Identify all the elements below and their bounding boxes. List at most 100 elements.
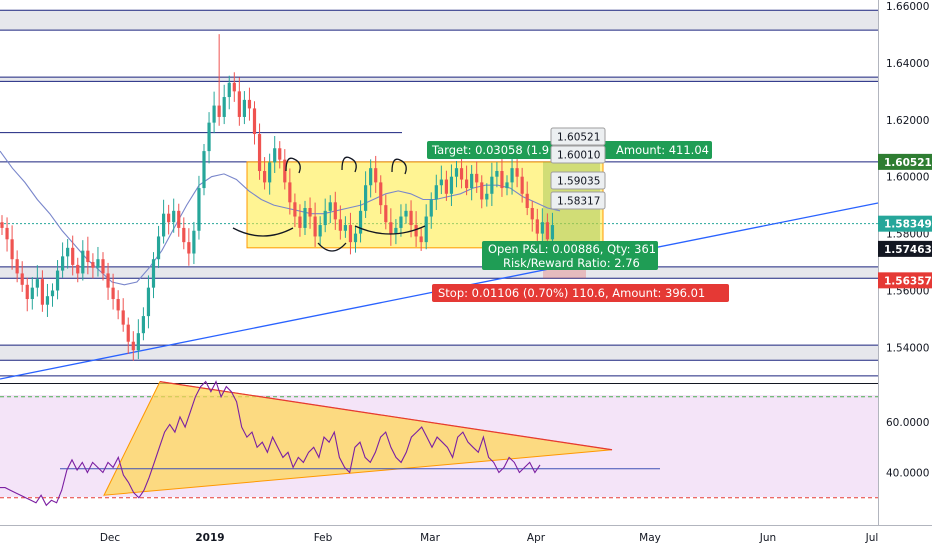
candle-body-79 xyxy=(399,216,403,228)
candle-body-87 xyxy=(439,179,443,186)
candle-body-30 xyxy=(151,259,156,288)
candle-body-32 xyxy=(162,213,166,237)
candle-body-89 xyxy=(449,176,454,194)
oscillator-tick-1: 40.0000 xyxy=(886,468,929,480)
candle-body-48 xyxy=(242,99,246,117)
candle-body-4 xyxy=(20,273,24,285)
hand-drawn-bottom-2 xyxy=(354,225,426,235)
price-tick-5: 1.56000 xyxy=(886,286,929,298)
hand-drawn-arcs xyxy=(232,156,426,252)
candle-body-42 xyxy=(212,105,216,123)
stop-label-box xyxy=(432,284,729,302)
time-tick-6: Jun xyxy=(759,532,776,544)
oscillator-tick-0: 60.0000 xyxy=(886,417,929,429)
target-amount-label: Amount: 411.04 xyxy=(616,143,709,157)
candle-body-106 xyxy=(535,219,539,234)
candle-body-65 xyxy=(328,202,332,211)
candle-body-37 xyxy=(187,242,191,254)
candle-body-43 xyxy=(217,105,221,117)
candle-body-24 xyxy=(121,310,125,325)
candle-body-94 xyxy=(475,173,479,183)
candle-body-83 xyxy=(419,236,423,243)
candle-body-45 xyxy=(227,82,231,98)
hand-drawn-bottom-1 xyxy=(317,242,347,252)
candle-body-1 xyxy=(5,227,9,240)
candle-body-46 xyxy=(232,82,236,92)
candle-body-90 xyxy=(454,168,459,177)
grey-zone-3 xyxy=(0,345,878,361)
price-label-box-3 xyxy=(550,191,606,210)
candle-body-33 xyxy=(167,213,171,223)
candle-body-50 xyxy=(252,108,257,135)
candle-body-66 xyxy=(333,202,337,220)
candle-body-2 xyxy=(10,239,14,260)
horizontal-levels xyxy=(0,9,878,377)
candle-body-80 xyxy=(404,210,408,217)
candle-body-61 xyxy=(308,207,312,217)
candle-body-98 xyxy=(495,171,499,177)
candle-body-28 xyxy=(141,316,145,334)
candle-body-8 xyxy=(40,279,44,305)
time-tick-1: 2019 xyxy=(195,532,224,544)
candle-body-107 xyxy=(540,222,544,234)
candle-body-14 xyxy=(71,247,75,265)
candle-body-16 xyxy=(81,250,85,274)
candle-body-76 xyxy=(384,205,388,223)
oscillator-layer xyxy=(0,380,878,507)
candle-body-27 xyxy=(136,333,140,351)
candle-body-81 xyxy=(409,210,413,226)
stop-label: Stop: 0.01106 (0.70%) 110.6, Amount: 396… xyxy=(438,286,705,300)
hand-drawn-arc-2 xyxy=(391,158,407,175)
candle-body-78 xyxy=(394,227,398,234)
price-label-box-2 xyxy=(550,171,606,190)
candle-body-84 xyxy=(424,216,428,243)
price-label-0: 1.60521 xyxy=(557,132,600,144)
candle-body-11 xyxy=(55,270,60,291)
candle-body-60 xyxy=(303,207,307,228)
candle-body-71 xyxy=(358,210,363,234)
grey-zone-0 xyxy=(0,10,878,31)
candle-body-52 xyxy=(263,171,267,183)
time-tick-0: Dec xyxy=(100,532,121,544)
open-pnl-label: Open P&L: 0.00886, Qty: 361 xyxy=(488,242,656,256)
candle-body-25 xyxy=(126,324,130,342)
candle-body-18 xyxy=(91,262,95,268)
candle-body-10 xyxy=(50,290,55,297)
candle-body-3 xyxy=(15,259,19,274)
candle-body-58 xyxy=(293,202,297,217)
price-label-box-0 xyxy=(550,127,606,146)
candle-body-69 xyxy=(348,225,353,243)
candle-body-5 xyxy=(25,284,29,300)
candle-body-105 xyxy=(530,207,534,220)
candle-body-51 xyxy=(257,134,262,172)
candle-body-86 xyxy=(434,185,438,200)
price-badge-box-2 xyxy=(878,240,932,257)
price-axis[interactable]: 1.660001.640001.620001.600001.580001.560… xyxy=(878,1,932,480)
time-tick-3: Mar xyxy=(420,532,440,544)
time-tick-7: Jul xyxy=(865,532,879,544)
candle-body-9 xyxy=(45,296,50,305)
risk-reward-label: Risk/Reward Ratio: 2.76 xyxy=(503,256,640,270)
candle-body-35 xyxy=(177,210,181,228)
candle-body-102 xyxy=(515,168,519,177)
candle-body-88 xyxy=(444,179,448,194)
candle-body-99 xyxy=(500,171,504,189)
candle-body-75 xyxy=(379,182,383,206)
candle-body-91 xyxy=(459,168,464,180)
hand-drawn-arc-1 xyxy=(341,156,357,173)
price-label-1: 1.60010 xyxy=(557,150,600,162)
candle-body-12 xyxy=(61,256,65,271)
candle-body-38 xyxy=(192,230,196,254)
price-badge-0: 1.60521 xyxy=(884,157,932,169)
time-axis[interactable]: Dec 2019 Feb Mar Apr May Jun Jul xyxy=(100,532,879,544)
candle-body-41 xyxy=(207,122,211,152)
candle-body-85 xyxy=(429,199,433,217)
price-badge-box-0 xyxy=(878,153,932,170)
candle-body-93 xyxy=(470,173,474,189)
candle-body-53 xyxy=(268,162,272,183)
candle-body-40 xyxy=(202,151,206,189)
annotation-labels: Target: 0.03058 (1.9 Amount: 411.04 Open P… xyxy=(427,127,729,302)
candle-body-101 xyxy=(510,168,514,183)
candle-body-21 xyxy=(106,273,110,288)
pnl-label-box xyxy=(482,241,658,270)
